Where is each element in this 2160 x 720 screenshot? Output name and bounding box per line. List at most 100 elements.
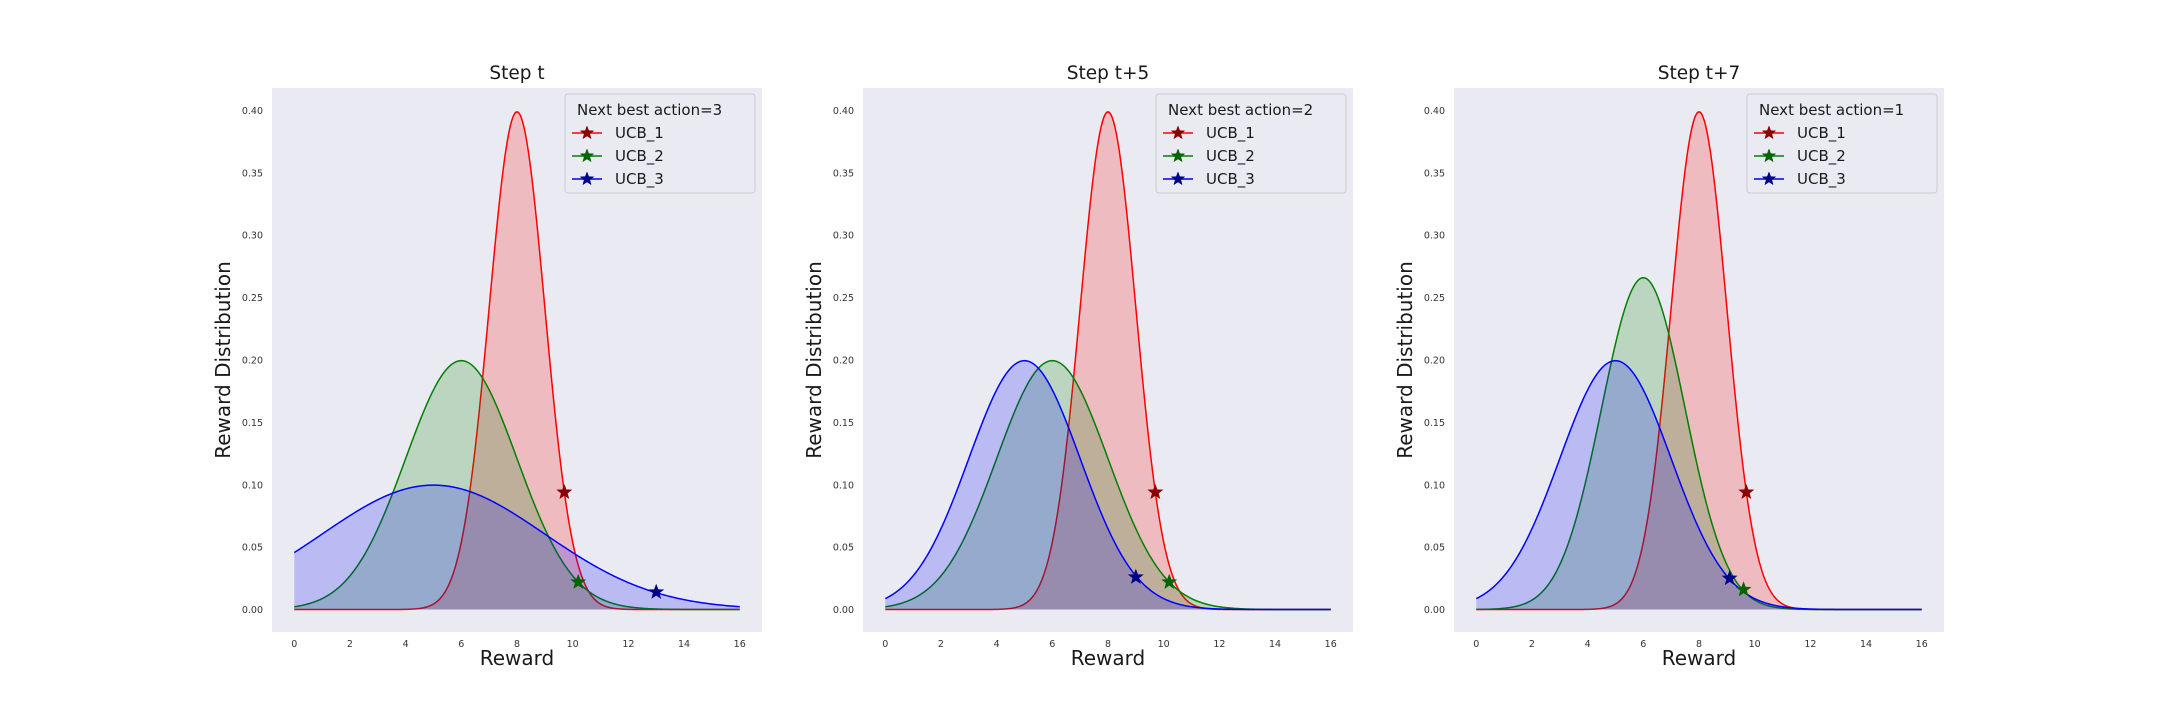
ucb-marker-ucb-3 — [648, 583, 665, 599]
y-tick-label: 0.40 — [833, 106, 854, 117]
chart-title: Step t+5 — [1067, 63, 1150, 84]
series-line-ucb-3 — [293, 484, 740, 608]
y-axis-label: Reward Distribution — [802, 261, 826, 459]
ucb-marker-ucb-2 — [1161, 573, 1178, 589]
legend-star-icon — [1170, 171, 1186, 186]
y-tick-label: 0.05 — [833, 543, 854, 554]
x-tick-label: 2 — [347, 639, 353, 650]
chart-title: Step t+7 — [1658, 63, 1741, 84]
legend-entry-ucb-3: UCB_3 — [1206, 170, 1255, 189]
x-tick-label: 0 — [882, 639, 888, 650]
series-area-ucb-3 — [294, 485, 740, 610]
series-area-ucb-1 — [294, 111, 740, 610]
y-tick-label: 0.20 — [833, 356, 854, 367]
x-tick-label: 6 — [458, 639, 464, 650]
ucb-marker-ucb-2 — [570, 573, 587, 589]
x-tick-label: 4 — [403, 639, 409, 650]
legend-star-icon — [579, 125, 595, 140]
legend-star-icon — [579, 148, 595, 163]
series-line-ucb-3 — [1475, 359, 1922, 611]
legend-box — [1155, 93, 1347, 194]
legend-entry-ucb-2: UCB_2 — [615, 147, 664, 166]
y-tick-label: 0.20 — [242, 356, 263, 367]
legend-box — [564, 93, 756, 194]
y-tick-label: 0.40 — [1424, 106, 1445, 117]
chart-panel-3: Step t+7 Reward Reward Distribution 0 2 4 6 8 10… — [1393, 63, 1944, 670]
y-tick-label: 0.00 — [242, 605, 263, 616]
x-tick-label: 8 — [514, 639, 520, 650]
series-area-ucb-2 — [885, 360, 1331, 610]
x-tick-label: 14 — [1860, 639, 1872, 650]
legend-title: Next best action=2 — [1168, 101, 1313, 119]
y-tick-label: 0.35 — [833, 168, 854, 179]
y-tick-label: 0.25 — [242, 293, 263, 304]
legend-entry-ucb-3: UCB_3 — [615, 170, 664, 189]
ucb-marker-ucb-1 — [556, 483, 573, 500]
chart-panel-1: Step t Reward Reward Distribution 0 2 4 6 8 10 12… — [211, 63, 762, 670]
y-tick-label: 0.00 — [1424, 605, 1445, 616]
x-tick-label: 10 — [567, 639, 579, 650]
x-tick-label: 0 — [1473, 639, 1479, 650]
y-tick-label: 0.05 — [1424, 543, 1445, 554]
x-tick-label: 0 — [291, 639, 297, 650]
x-tick-label: 10 — [1158, 639, 1170, 650]
x-tick-label: 10 — [1749, 639, 1761, 650]
series-area-ucb-1 — [1476, 111, 1922, 610]
x-tick-label: 12 — [1213, 639, 1225, 650]
y-tick-label: 0.15 — [833, 418, 854, 429]
legend: Next best action=1 UCB_1 UCB_2 UCB_3 — [1746, 93, 1938, 194]
chart-panel-2: Step t+5 Reward Reward Distribution 0 2 4 6 8 10… — [802, 63, 1353, 670]
legend-entry-ucb-1: UCB_1 — [1206, 124, 1255, 143]
legend-entry-ucb-1: UCB_1 — [1797, 124, 1846, 143]
y-tick-label: 0.30 — [833, 231, 854, 242]
y-tick-label: 0.05 — [242, 543, 263, 554]
x-tick-label: 8 — [1105, 639, 1111, 650]
y-axis-label: Reward Distribution — [1393, 261, 1417, 459]
legend-star-icon — [1761, 148, 1777, 163]
y-axis-label: Reward Distribution — [211, 261, 235, 459]
y-tick-label: 0.40 — [242, 106, 263, 117]
x-tick-label: 12 — [622, 639, 634, 650]
legend-star-icon — [1170, 148, 1186, 163]
y-tick-label: 0.10 — [833, 480, 854, 491]
legend-star-icon — [1761, 125, 1777, 140]
ucb-marker-ucb-1 — [1147, 483, 1164, 500]
legend-star-icon — [1761, 171, 1777, 186]
x-axis-label: Reward — [1071, 646, 1145, 670]
x-tick-label: 4 — [994, 639, 1000, 650]
y-tick-label: 0.30 — [1424, 231, 1445, 242]
x-tick-label: 2 — [938, 639, 944, 650]
x-tick-label: 16 — [1916, 639, 1928, 650]
y-tick-label: 0.00 — [833, 605, 854, 616]
y-tick-label: 0.35 — [1424, 168, 1445, 179]
ucb-marker-ucb-1 — [1738, 483, 1755, 500]
y-tick-label: 0.15 — [1424, 418, 1445, 429]
x-tick-label: 14 — [678, 639, 690, 650]
series-line-ucb-3 — [884, 359, 1331, 611]
series-area-ucb-2 — [294, 360, 740, 610]
y-tick-label: 0.25 — [1424, 293, 1445, 304]
series-area-ucb-1 — [885, 111, 1331, 610]
y-tick-label: 0.35 — [242, 168, 263, 179]
x-tick-label: 2 — [1529, 639, 1535, 650]
x-tick-label: 16 — [1325, 639, 1337, 650]
x-tick-label: 16 — [734, 639, 746, 650]
y-tick-label: 0.15 — [242, 418, 263, 429]
x-tick-label: 12 — [1804, 639, 1816, 650]
x-tick-label: 4 — [1585, 639, 1591, 650]
x-axis-label: Reward — [480, 646, 554, 670]
x-tick-label: 8 — [1696, 639, 1702, 650]
legend-entry-ucb-1: UCB_1 — [615, 124, 664, 143]
legend-title: Next best action=1 — [1759, 101, 1904, 119]
legend-star-icon — [1170, 125, 1186, 140]
ucb-marker-ucb-2 — [1735, 581, 1752, 597]
ucb-marker-ucb-3 — [1127, 568, 1144, 584]
y-tick-label: 0.10 — [242, 480, 263, 491]
legend-box — [1746, 93, 1938, 194]
legend-title: Next best action=3 — [577, 101, 722, 119]
legend: Next best action=2 UCB_1 UCB_2 UCB_3 — [1155, 93, 1347, 194]
series-area-ucb-2 — [1476, 277, 1922, 610]
series-area-ucb-3 — [885, 360, 1331, 610]
y-tick-label: 0.30 — [242, 231, 263, 242]
